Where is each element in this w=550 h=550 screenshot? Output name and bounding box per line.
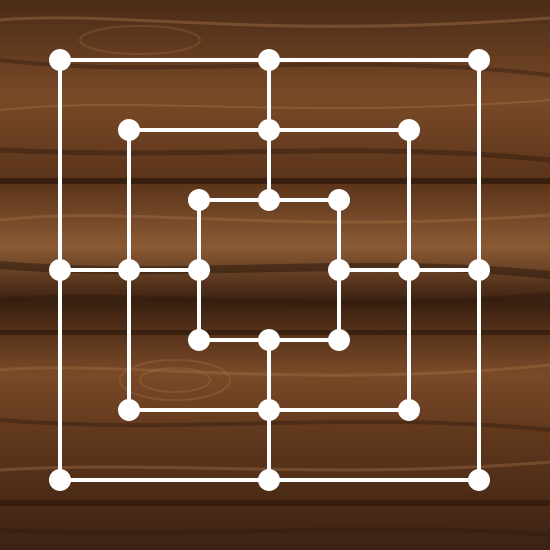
point-inner-bottom-right[interactable]	[328, 329, 350, 351]
point-middle-bottom-right[interactable]	[398, 399, 420, 421]
point-outer-top-middle[interactable]	[258, 49, 280, 71]
point-outer-top-left[interactable]	[49, 49, 71, 71]
point-inner-top-left[interactable]	[188, 189, 210, 211]
point-outer-bottom-left[interactable]	[49, 469, 71, 491]
point-outer-bottom-right[interactable]	[468, 469, 490, 491]
point-outer-top-right[interactable]	[468, 49, 490, 71]
point-middle-top-left[interactable]	[118, 119, 140, 141]
point-outer-middle-left[interactable]	[49, 259, 71, 281]
point-outer-bottom-middle[interactable]	[258, 469, 280, 491]
point-middle-top-right[interactable]	[398, 119, 420, 141]
inner-ring-line	[197, 198, 341, 342]
point-middle-middle-right[interactable]	[398, 259, 420, 281]
point-inner-top-right[interactable]	[328, 189, 350, 211]
point-middle-bottom-left[interactable]	[118, 399, 140, 421]
point-middle-bottom-middle[interactable]	[258, 399, 280, 421]
point-outer-middle-right[interactable]	[468, 259, 490, 281]
point-inner-bottom-middle[interactable]	[258, 329, 280, 351]
point-middle-middle-left[interactable]	[118, 259, 140, 281]
point-inner-middle-left[interactable]	[188, 259, 210, 281]
point-inner-middle-right[interactable]	[328, 259, 350, 281]
point-inner-top-middle[interactable]	[258, 189, 280, 211]
point-inner-bottom-left[interactable]	[188, 329, 210, 351]
point-middle-top-middle[interactable]	[258, 119, 280, 141]
